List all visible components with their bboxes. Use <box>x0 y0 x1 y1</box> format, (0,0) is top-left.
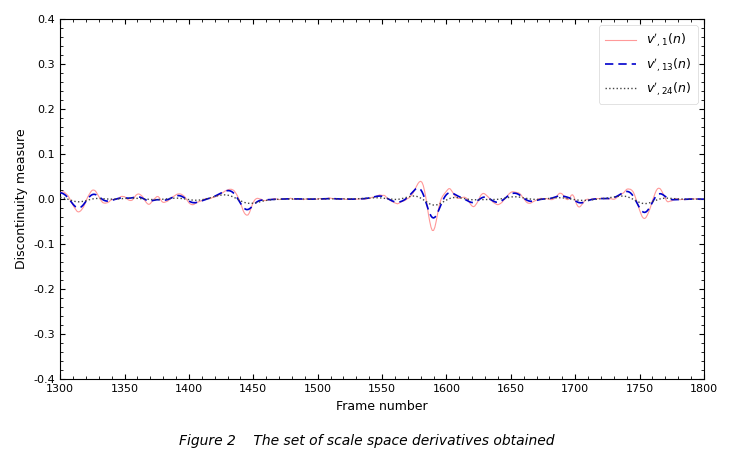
Line: $v'_{,24}(n)$: $v'_{,24}(n)$ <box>60 195 704 205</box>
$v'_{,24}(n)$ <box>473 197 482 202</box>
$v'_{,13}(n)$ <box>699 197 708 202</box>
$v'_{,1}(n)$ <box>243 212 251 218</box>
Line: $v'_{,1}(n)$: $v'_{,1}(n)$ <box>60 181 704 230</box>
$v'_{,1}(n)$ <box>416 179 425 184</box>
$v'_{,24}(n)$ <box>216 193 224 198</box>
$v'_{,1}(n)$ <box>216 192 224 197</box>
Text: Figure 2    The set of scale space derivatives obtained: Figure 2 The set of scale space derivati… <box>179 435 554 449</box>
$v'_{,24}(n)$ <box>699 196 708 202</box>
$v'_{,1}(n)$ <box>473 200 482 205</box>
$v'_{,24}(n)$ <box>244 201 253 206</box>
$v'_{,1}(n)$ <box>428 228 437 233</box>
Line: $v'_{,13}(n)$: $v'_{,13}(n)$ <box>60 188 704 218</box>
$v'_{,13}(n)$ <box>473 198 482 203</box>
$v'_{,24}(n)$ <box>219 192 228 198</box>
X-axis label: Frame number: Frame number <box>336 400 428 413</box>
$v'_{,13}(n)$ <box>290 196 299 202</box>
$v'_{,13}(n)$ <box>413 185 422 191</box>
$v'_{,24}(n)$ <box>292 196 301 202</box>
$v'_{,24}(n)$ <box>481 197 490 202</box>
$v'_{,13}(n)$ <box>216 191 224 196</box>
$v'_{,1}(n)$ <box>481 191 490 197</box>
$v'_{,13}(n)$ <box>481 194 490 200</box>
$v'_{,13}(n)$ <box>56 190 65 195</box>
$v'_{,13}(n)$ <box>429 215 438 220</box>
$v'_{,13}(n)$ <box>592 196 600 202</box>
$v'_{,1}(n)$ <box>592 196 600 201</box>
$v'_{,1}(n)$ <box>56 190 65 195</box>
$v'_{,24}(n)$ <box>430 202 439 208</box>
Legend: $v'_{,1}(n)$, $v'_{,13}(n)$, $v'_{,24}(n)$: $v'_{,1}(n)$, $v'_{,13}(n)$, $v'_{,24}(n… <box>599 25 698 104</box>
$v'_{,1}(n)$ <box>699 196 708 202</box>
$v'_{,24}(n)$ <box>56 195 65 200</box>
$v'_{,13}(n)$ <box>243 207 251 212</box>
$v'_{,1}(n)$ <box>290 197 299 202</box>
Y-axis label: Discontinuity measure: Discontinuity measure <box>15 129 28 270</box>
$v'_{,24}(n)$ <box>592 197 600 202</box>
